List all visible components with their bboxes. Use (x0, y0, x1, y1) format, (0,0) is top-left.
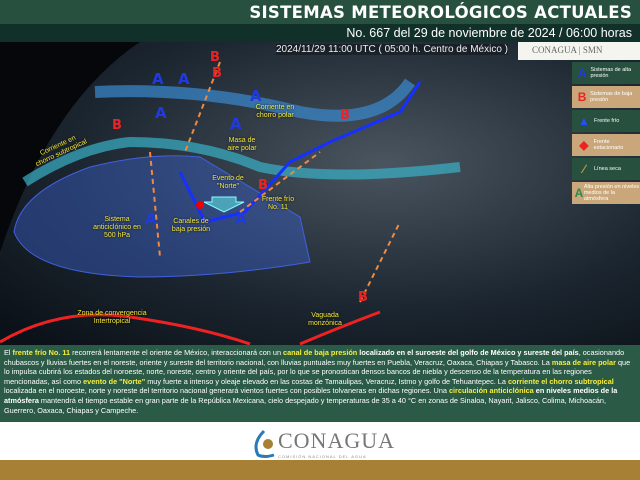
label-trough: Canales de baja presión (171, 218, 211, 233)
high-pressure-marker: A (155, 104, 167, 122)
low-pressure-marker: B (112, 118, 122, 133)
high-pressure-marker: A (152, 70, 164, 88)
legend-label: Frente frío (594, 118, 620, 124)
monsoon-trough (359, 221, 401, 303)
cold-front (178, 81, 422, 224)
norte-arrow (203, 196, 245, 213)
legend-label: Línea seca (594, 166, 621, 172)
bulletin-segment: El (4, 348, 13, 357)
cold-front-icon: ▲ (578, 114, 590, 128)
itcz-line (0, 313, 251, 345)
bulletin-segment: , ocasionando chubascos y lluvias fuerte… (4, 348, 625, 367)
bulletin-segment: en niveles medios de la atmósfera (4, 386, 618, 405)
legend-label: Sistemas de baja presión (590, 91, 633, 103)
timestamp: 2024/11/29 11:00 UTC ( 05:00 h. Centro d… (276, 44, 508, 55)
conagua-logo: CONAGUA (532, 45, 577, 55)
bulletin-segment: localizado en el suroeste del golfo de M… (357, 348, 579, 357)
bulletin-segment: canal de baja presión (283, 348, 358, 357)
legend-item-dry-line: ∕ Línea seca (572, 158, 640, 180)
low-pressure-marker: B (258, 178, 268, 193)
conagua-emblem-icon (254, 429, 275, 458)
low-pressure-marker: B (358, 290, 368, 305)
legend-item-stationary-front: ◆ Frente estacionario (572, 134, 640, 156)
trough-line (184, 61, 221, 153)
legend-item-mid-high: A Alta presión en niveles medios de la at… (572, 182, 640, 204)
subtropical-jet-band (22, 136, 461, 187)
label-polar-air: Masa de aire polar (227, 137, 257, 152)
bulletin-segment: circulación anticiclónica (448, 386, 534, 396)
high-pressure-marker: A (178, 70, 190, 88)
legend: A Sistemas de alta presión B Sistemas de b… (572, 62, 640, 206)
conagua-footer-logo: CONAGUA COMISIÓN NACIONAL DEL AGUA (250, 428, 395, 459)
high-pressure-marker: A (145, 210, 157, 228)
low-pressure-marker: B (340, 108, 350, 123)
itcz-line (299, 310, 381, 345)
agency-logos: CONAGUA | SMN (518, 42, 640, 60)
bulletin-segment: corriente el chorro subtropical (507, 376, 614, 386)
label-itcz: Zona de convergencia Intertropical (77, 310, 147, 325)
low-pressure-marker: B (212, 66, 222, 81)
high-pressure-icon: A (577, 66, 587, 80)
bulletin-segment: localizada en el noroeste, norte y nores… (4, 386, 449, 396)
bulletin-segment: recorrerá lentamente el oriente de Méxic… (70, 348, 284, 357)
bulletin-segment: evento de "Norte" (83, 376, 146, 386)
footer-bar (0, 460, 640, 480)
low-pressure-icon: B (577, 90, 587, 104)
anticyclone-area (13, 155, 311, 278)
high-pressure-marker: A (235, 210, 247, 228)
label-norte: Evento de "Norte" (212, 175, 244, 190)
legend-item-cold-front: ▲ Frente frío (572, 110, 640, 132)
page-title: SISTEMAS METEOROLÓGICOS ACTUALES (0, 0, 640, 24)
dry-line-icon: ∕ (582, 162, 585, 176)
label-front: Frente frío No. 11 (261, 196, 295, 211)
bulletin-segment: masa de aire polar (551, 357, 616, 367)
map-graphics (0, 42, 640, 345)
low-pressure-marker: B (210, 50, 220, 65)
stationary-front-icon: ◆ (579, 138, 589, 152)
smn-logo: SMN (582, 45, 603, 55)
space-corner (0, 42, 140, 252)
polar-jet-band (94, 78, 415, 122)
legend-item-high: A Sistemas de alta presión (572, 62, 640, 84)
label-polar-jet: Corriente en chorro polar (255, 104, 295, 119)
bulletin-number: No. 667 del 29 de noviembre de 2024 / 06… (0, 24, 640, 42)
logo-subtitle: COMISIÓN NACIONAL DEL AGUA (278, 454, 367, 459)
label-anticyclone: Sistema anticiclónico en 500 hPa (93, 216, 141, 239)
high-pressure-marker: A (230, 115, 242, 133)
mid-level-high-icon: A (574, 186, 584, 200)
high-pressure-marker: A (250, 87, 262, 105)
legend-label: Frente estacionario (593, 139, 624, 151)
bulletin-segment: muy fuerte a intenso y oleaje elevado en… (145, 376, 508, 386)
legend-label: Sistemas de alta presión (590, 67, 632, 79)
logo-name: CONAGUA (278, 428, 395, 453)
satellite-map: 2024/11/29 11:00 UTC ( 05:00 h. Centro d… (0, 42, 640, 345)
bulletin-segment: que lo impulsa cubrirá los estados del n… (4, 357, 631, 386)
bulletin-segment: frente frío No. 11 (12, 348, 71, 357)
label-monsoon: Vaguada monzónica (308, 312, 342, 327)
legend-item-low: B Sistemas de baja presión (572, 86, 640, 108)
bulletin-segment: mantendrá el tiempo estable en gran part… (4, 395, 607, 415)
legend-label: Alta presión en niveles medios de la atm… (583, 184, 640, 202)
bulletin-text: El frente frío No. 11 recorrerá lentamen… (0, 345, 640, 422)
trough-line (239, 151, 321, 213)
low-dot (196, 201, 204, 209)
